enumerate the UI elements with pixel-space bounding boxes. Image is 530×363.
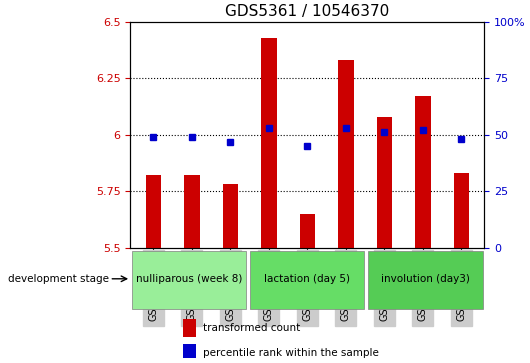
FancyBboxPatch shape <box>132 251 246 309</box>
Bar <box>184 175 200 248</box>
Bar <box>338 60 354 248</box>
Text: development stage: development stage <box>7 274 109 284</box>
Bar <box>415 96 430 248</box>
Text: transformed count: transformed count <box>203 323 300 333</box>
Text: percentile rank within the sample: percentile rank within the sample <box>203 348 379 358</box>
FancyBboxPatch shape <box>250 251 365 309</box>
Bar <box>183 319 196 337</box>
Bar <box>454 173 469 248</box>
Bar <box>377 117 392 248</box>
Text: nulliparous (week 8): nulliparous (week 8) <box>136 274 243 284</box>
Title: GDS5361 / 10546370: GDS5361 / 10546370 <box>225 4 390 19</box>
Bar <box>223 184 238 248</box>
Text: lactation (day 5): lactation (day 5) <box>264 274 350 284</box>
Bar <box>299 214 315 248</box>
Bar <box>146 175 161 248</box>
Bar <box>261 37 277 248</box>
Bar <box>183 344 196 362</box>
FancyBboxPatch shape <box>368 251 482 309</box>
Text: involution (day3): involution (day3) <box>381 274 470 284</box>
